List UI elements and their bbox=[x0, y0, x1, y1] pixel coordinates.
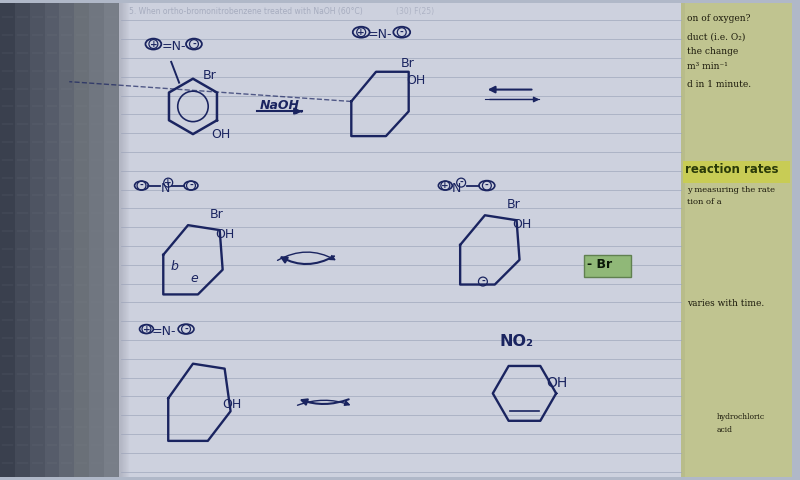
Text: -: - bbox=[400, 28, 404, 36]
Bar bbox=[685, 2, 792, 478]
Text: N: N bbox=[160, 181, 170, 194]
Bar bbox=[74, 2, 99, 478]
Text: OH: OH bbox=[210, 128, 230, 141]
Bar bbox=[683, 161, 790, 182]
Text: OH: OH bbox=[216, 228, 235, 241]
Bar bbox=[129, 2, 683, 82]
Text: -: - bbox=[140, 181, 143, 190]
Bar bbox=[584, 255, 631, 276]
Text: -: - bbox=[459, 178, 463, 187]
Bar bbox=[15, 2, 39, 478]
Bar bbox=[45, 2, 70, 478]
Text: the change: the change bbox=[686, 47, 738, 56]
Text: OH: OH bbox=[222, 398, 242, 411]
Text: Br: Br bbox=[210, 208, 223, 221]
Text: d in 1 minute.: d in 1 minute. bbox=[686, 80, 751, 89]
Text: +: + bbox=[150, 39, 157, 48]
Text: e: e bbox=[190, 272, 198, 285]
Text: - Br: - Br bbox=[587, 258, 612, 271]
Text: varies with time.: varies with time. bbox=[686, 300, 764, 308]
Text: duct (i.e. O₂): duct (i.e. O₂) bbox=[686, 32, 745, 41]
Text: tion of a: tion of a bbox=[686, 198, 722, 206]
Text: N: N bbox=[452, 181, 462, 194]
Text: NO₂: NO₂ bbox=[500, 334, 534, 349]
Text: Br: Br bbox=[203, 69, 217, 82]
Text: +: + bbox=[142, 324, 150, 334]
Bar bbox=[59, 2, 84, 478]
Text: =N-: =N- bbox=[151, 325, 176, 338]
Text: OH: OH bbox=[546, 375, 567, 390]
Bar bbox=[129, 379, 683, 478]
Text: +: + bbox=[358, 28, 365, 36]
Text: +: + bbox=[442, 181, 449, 190]
Text: OH: OH bbox=[513, 218, 532, 231]
Text: -: - bbox=[192, 39, 196, 48]
Bar bbox=[30, 2, 54, 478]
Text: on of oxygen?: on of oxygen? bbox=[686, 14, 750, 24]
Text: +: + bbox=[165, 178, 172, 187]
Text: m³ min⁻¹: m³ min⁻¹ bbox=[686, 62, 727, 71]
Bar bbox=[89, 2, 114, 478]
Bar bbox=[681, 2, 792, 478]
Text: acid: acid bbox=[717, 426, 733, 434]
Text: b: b bbox=[170, 260, 178, 273]
Text: -: - bbox=[189, 181, 193, 190]
Text: NaOH: NaOH bbox=[259, 99, 299, 112]
Text: reaction rates: reaction rates bbox=[685, 163, 778, 176]
Text: (30) F(25): (30) F(25) bbox=[396, 8, 434, 16]
Bar bbox=[118, 2, 683, 478]
Text: -: - bbox=[481, 277, 485, 286]
Text: Br: Br bbox=[506, 198, 521, 211]
Text: 5. When ortho-bromonitrobenzene treated with NaOH (60°C): 5. When ortho-bromonitrobenzene treated … bbox=[129, 8, 362, 16]
Text: hydrochloric: hydrochloric bbox=[717, 413, 765, 421]
Text: Br: Br bbox=[401, 57, 414, 70]
Text: -: - bbox=[184, 324, 188, 334]
Text: =N-: =N- bbox=[162, 40, 186, 53]
Text: =N-: =N- bbox=[368, 28, 393, 41]
Text: -: - bbox=[485, 181, 489, 190]
Text: OH: OH bbox=[406, 74, 426, 87]
Bar bbox=[104, 2, 129, 478]
Text: y measuring the rate: y measuring the rate bbox=[686, 186, 774, 193]
Bar bbox=[0, 2, 25, 478]
